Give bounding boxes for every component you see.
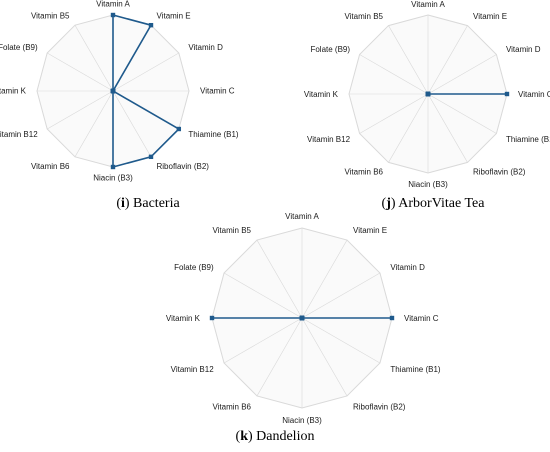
axis-label-vitamin-a: Vitamin A [96,0,130,9]
axis-label-vitamin-b12: Vitamin B12 [307,135,351,144]
grid-spoke [427,93,497,134]
axis-label-vitamin-k: Vitamin K [166,314,201,323]
axis-label-vitamin-c: Vitamin C [200,87,235,96]
axis-label-vitamin-c: Vitamin C [518,90,550,99]
axis-label-vitamin-e: Vitamin E [353,226,387,235]
axis-label-vitamin-d: Vitamin D [188,43,223,52]
axis-label-vitamin-b5: Vitamin B5 [212,226,251,235]
data-point-vitamin-k [209,315,215,321]
axis-label-vitamin-e: Vitamin E [473,12,507,21]
grid-spoke [223,272,303,319]
grid-spoke [47,52,114,92]
data-point-riboflavin-b2 [148,154,154,160]
data-point-vitamin-c [504,91,510,97]
axis-label-vitamin-b6: Vitamin B6 [212,402,251,411]
axis-label-thiamine-b1: Thiamine (B1) [390,365,441,374]
axis-label-vitamin-e: Vitamin E [157,11,191,20]
grid-spoke [47,90,114,130]
caption-title: ) Dandelion [248,429,314,444]
grid-spoke [223,317,303,364]
data-point-vitamin-b5 [299,315,305,321]
grid-spoke [112,52,179,92]
axis-label-vitamin-c: Vitamin C [404,314,439,323]
caption-title: ) ArborVitae Tea [391,196,485,211]
axis-label-vitamin-k: Vitamin K [304,90,339,99]
chart-caption: (k) Dandelion [236,429,315,444]
caption-title: ) Bacteria [125,196,181,211]
grid-spoke [427,54,497,95]
axis-label-vitamin-b6: Vitamin B6 [31,162,70,171]
axis-label-vitamin-d: Vitamin D [390,263,425,272]
axis-label-vitamin-b12: Vitamin B12 [171,365,215,374]
chart-caption: (j) ArborVitae Tea [382,196,486,211]
axis-label-riboflavin-b2: Riboflavin (B2) [473,168,526,177]
data-point-vitamin-e [148,22,154,28]
axis-label-vitamin-a: Vitamin A [411,0,445,9]
caption-letter: k [240,429,248,444]
grid-spoke [74,90,114,157]
grid-spoke [427,93,468,163]
axis-label-niacin-b3: Niacin (B3) [282,416,322,425]
grid-spoke [388,25,429,95]
axis-label-folate-b9: Folate (B9) [0,43,38,52]
axis-label-vitamin-b5: Vitamin B5 [344,12,383,21]
axis-label-niacin-b3: Niacin (B3) [408,180,448,189]
grid-spoke [301,239,348,319]
data-point-vitamin-a [110,12,116,18]
grid-spoke [301,317,348,397]
axis-label-niacin-b3: Niacin (B3) [93,174,133,183]
axis-label-thiamine-b1: Thiamine (B1) [188,130,239,139]
caption-letter: j [385,196,391,211]
grid-spoke [427,25,468,95]
axis-label-riboflavin-b2: Riboflavin (B2) [157,162,210,171]
grid-spoke [359,93,429,134]
axis-label-vitamin-b5: Vitamin B5 [31,11,70,20]
axis-label-folate-b9: Folate (B9) [310,45,350,54]
grid-spoke [74,25,114,92]
chart-caption: (i) Bacteria [116,196,180,211]
grid-spoke [256,317,303,397]
grid-spoke [301,272,381,319]
data-point-niacin-b3 [110,164,116,170]
axis-label-folate-b9: Folate (B9) [174,263,214,272]
data-point-vitamin-b5 [425,91,431,97]
data-point-vitamin-c [389,315,395,321]
data-point-thiamine-b1 [176,126,182,132]
radar-chart-dandelion: Vitamin A Vitamin E Vitamin D Vitamin C Thia… [166,212,441,444]
grid-spoke [388,93,429,163]
axis-label-vitamin-a: Vitamin A [285,212,319,221]
axis-label-thiamine-b1: Thiamine (B1) [506,135,550,144]
grid-spoke [359,54,429,95]
grid-spoke [112,90,152,157]
radar-chart-bacteria: Vitamin A Vitamin E Vitamin D Vitamin C Thia… [0,0,239,211]
axis-label-riboflavin-b2: Riboflavin (B2) [353,402,406,411]
data-point-vitamin-b5 [110,88,116,94]
caption-letter: i [121,196,125,211]
grid-spoke [256,239,303,319]
radar-chart-arborvitae-tea: Vitamin A Vitamin E Vitamin D Vitamin C Thia… [304,0,550,211]
axis-label-vitamin-d: Vitamin D [506,45,541,54]
axis-label-vitamin-b12: Vitamin B12 [0,130,38,139]
axis-label-vitamin-k: Vitamin K [0,87,27,96]
axis-label-vitamin-b6: Vitamin B6 [344,168,383,177]
series-line [111,13,181,169]
grid-spoke [301,317,381,364]
